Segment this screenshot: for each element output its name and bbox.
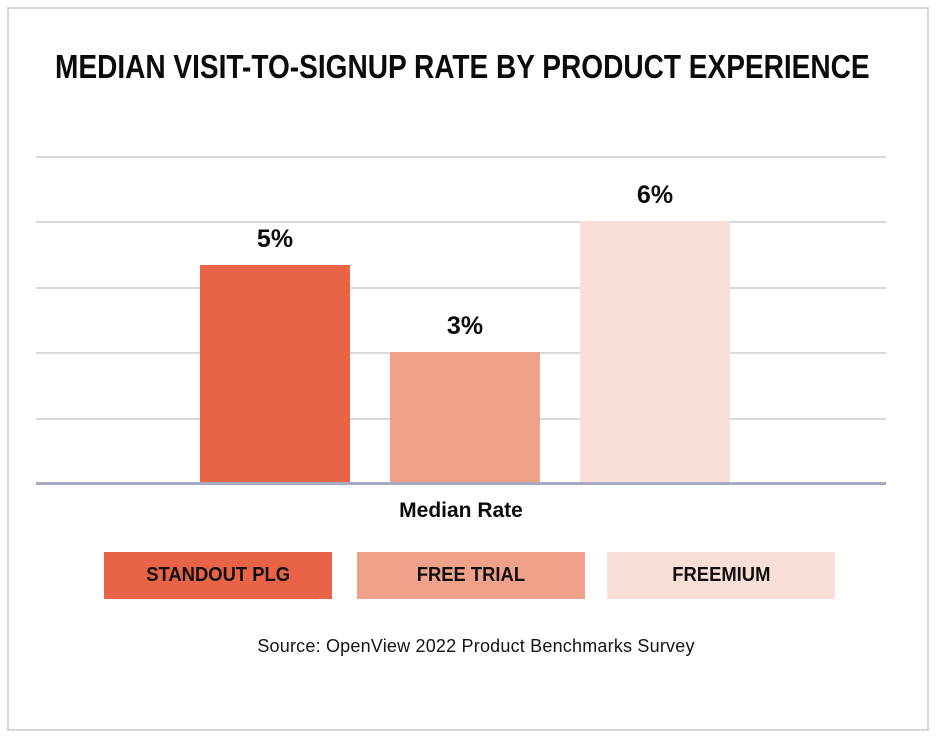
- bar-value-label: 5%: [256, 225, 294, 253]
- x-axis-line: [36, 482, 886, 485]
- bar-value-label: 6%: [636, 181, 674, 209]
- source-note: Source: OpenView 2022 Product Benchmarks…: [257, 636, 695, 656]
- legend-label: STANDOUT PLG: [146, 564, 290, 586]
- legend-item-freemium: FREEMIUM: [607, 552, 835, 599]
- legend-label: FREE TRIAL: [416, 564, 526, 586]
- bar-freemium: 6%: [580, 181, 730, 483]
- gridline: [36, 287, 886, 289]
- bar: [200, 265, 350, 483]
- gridline: [36, 156, 886, 158]
- bar-standout-plg: 5%: [200, 225, 350, 483]
- legend-item-standout-plg: STANDOUT PLG: [104, 552, 332, 599]
- legend-label: FREEMIUM: [671, 564, 771, 586]
- gridline: [36, 221, 886, 223]
- legend-item-free-trial: FREE TRIAL: [357, 552, 585, 599]
- bar: [580, 221, 730, 483]
- plot-area: 5% 3% 6%: [36, 156, 886, 485]
- bar: [390, 352, 540, 483]
- chart-title: MEDIAN VISIT-TO-SIGNUP RATE BY PRODUCT E…: [55, 48, 870, 85]
- bar-free-trial: 3%: [390, 312, 540, 483]
- x-axis-title: Median Rate: [399, 499, 523, 522]
- bar-value-label: 3%: [446, 312, 484, 340]
